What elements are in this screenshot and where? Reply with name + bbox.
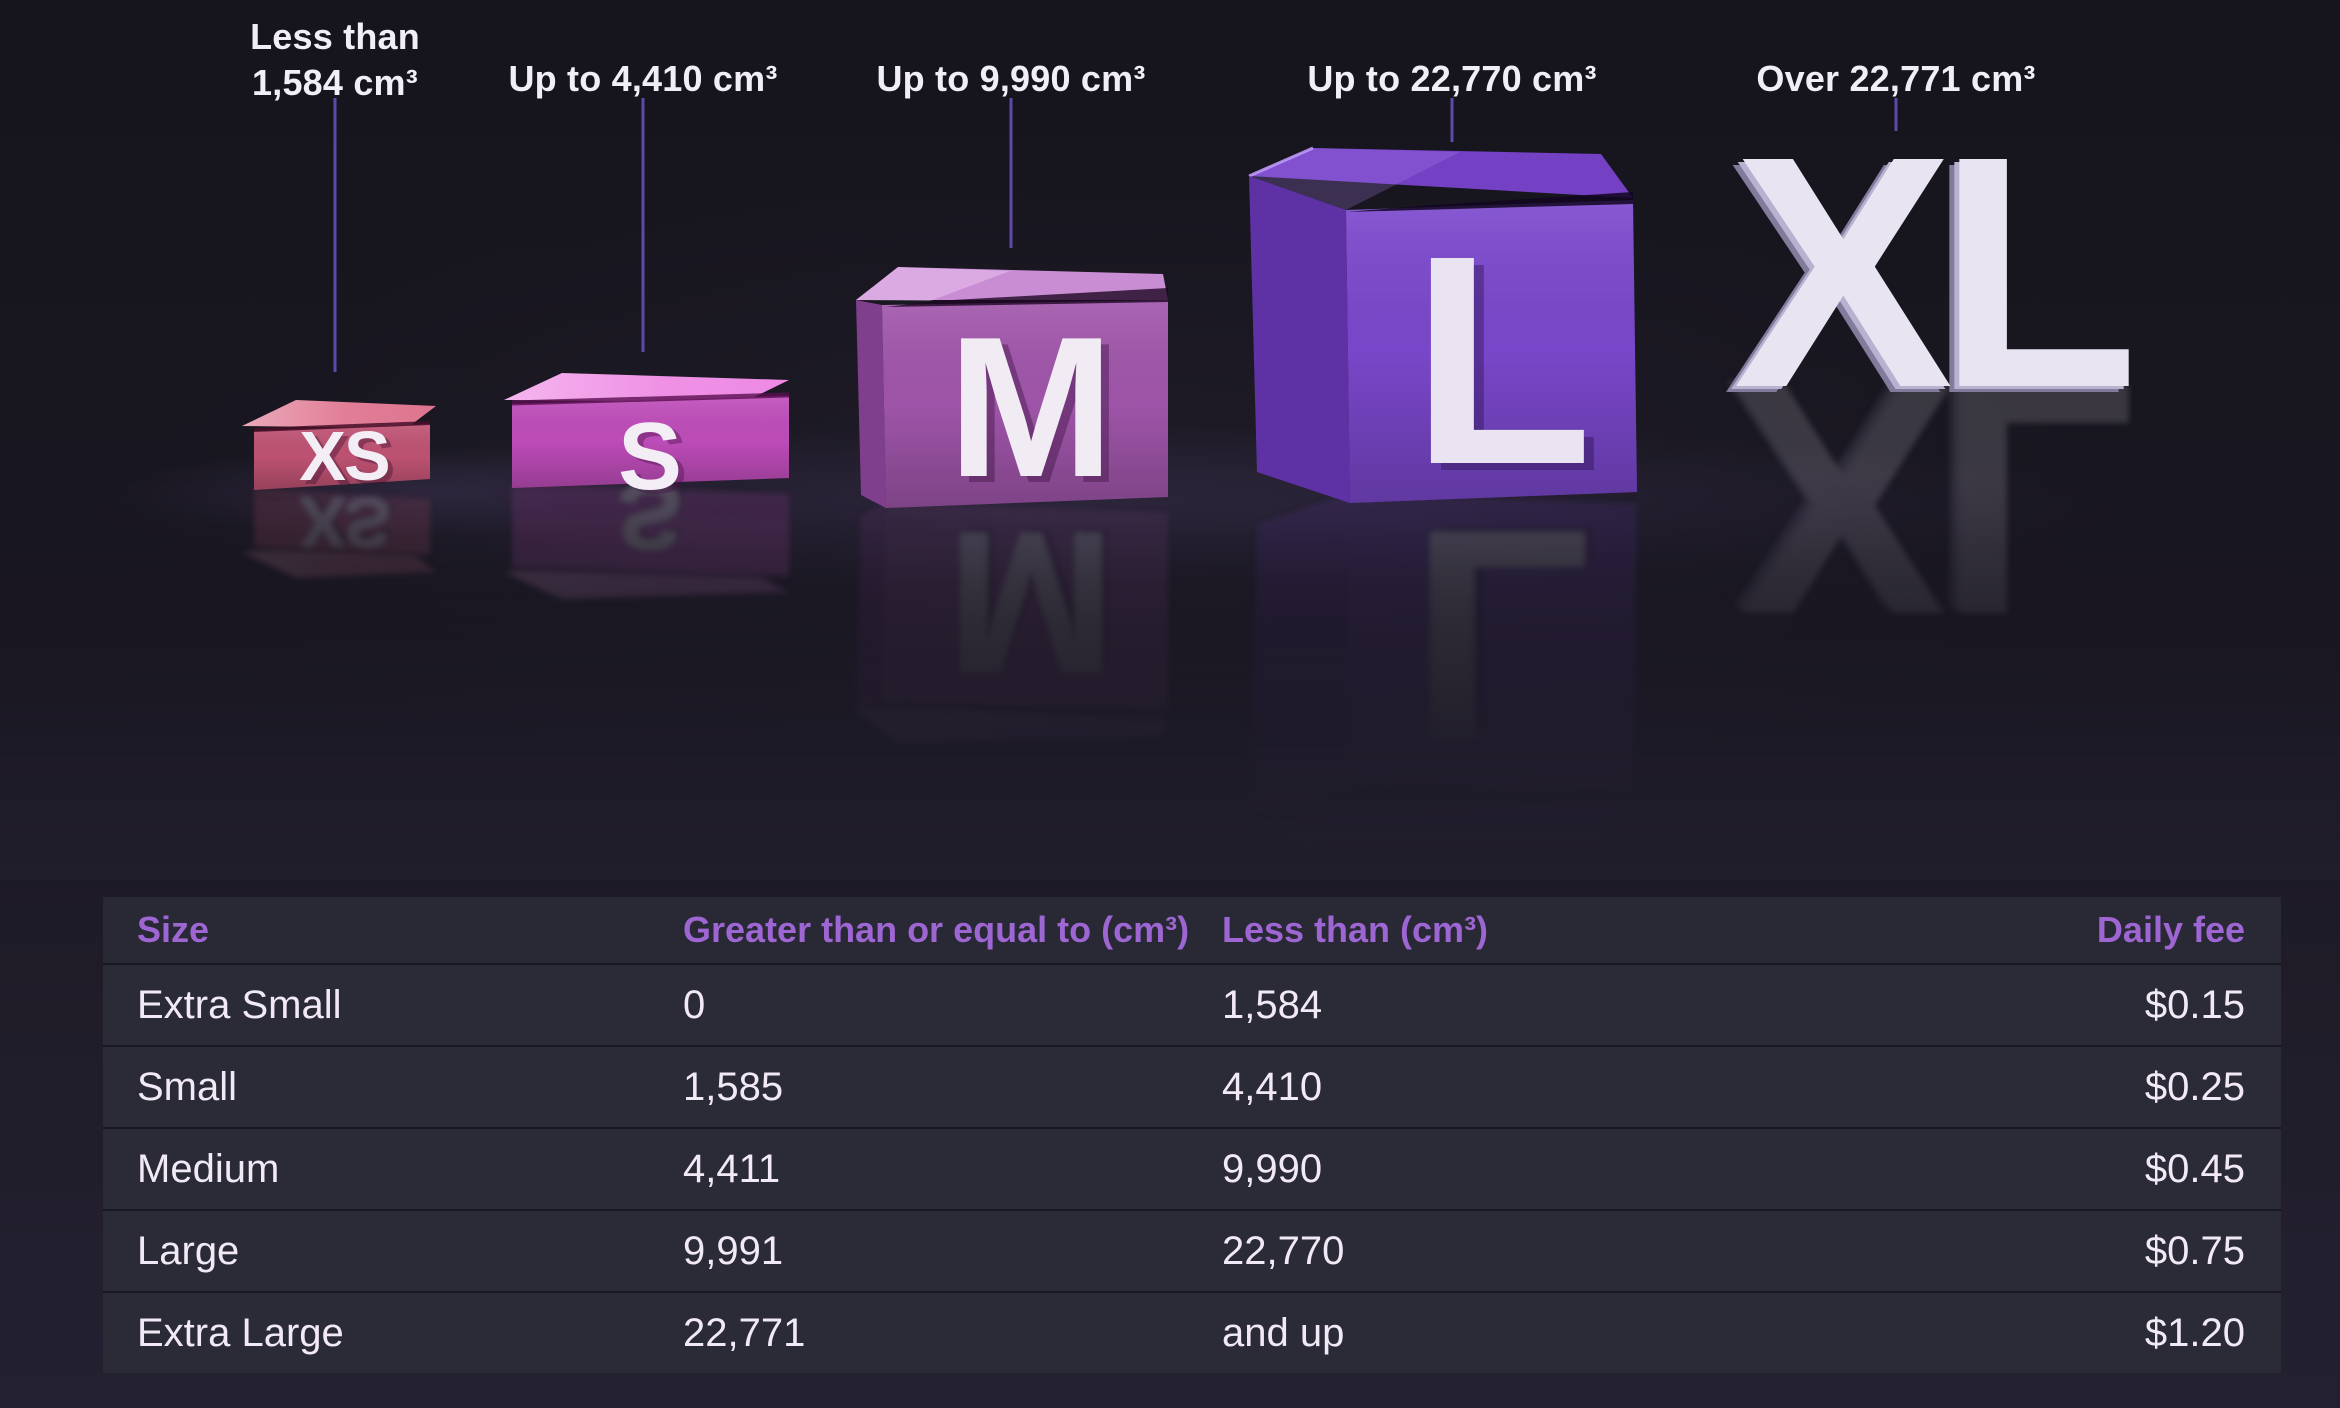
box-l: L L bbox=[1248, 146, 1637, 534]
box-m-top-face bbox=[856, 267, 1168, 300]
box-l-top-face bbox=[1249, 148, 1633, 198]
box-xl-face: XL bbox=[1733, 87, 2133, 456]
table-row-large: Large 9,991 22,770 $0.75 bbox=[103, 1211, 2281, 1293]
box-s-front-shade bbox=[512, 396, 789, 488]
box-xs-letter-shadow: XS bbox=[304, 421, 393, 499]
size-label-l-line1: Up to 22,770 cm³ bbox=[1307, 58, 1597, 99]
cell-lt: 1,584 bbox=[1222, 982, 1323, 1027]
size-label-s: Up to 4,410 cm³ bbox=[508, 56, 777, 102]
box-xs-top-sheen bbox=[242, 400, 436, 428]
cell-size: Large bbox=[137, 1228, 240, 1273]
size-label-xs: Less than 1,584 cm³ bbox=[250, 14, 420, 106]
box-l-lid-seam bbox=[1346, 192, 1633, 212]
box-xs-front-shade bbox=[254, 424, 430, 490]
cell-size: Medium bbox=[137, 1146, 280, 1191]
size-label-m: Up to 9,990 cm³ bbox=[876, 56, 1145, 102]
size-boxes-scene: XS XS S S M M bbox=[0, 87, 2340, 880]
cell-gte: 22,771 bbox=[683, 1310, 806, 1355]
cell-daily-fee: $0.45 bbox=[2144, 1146, 2245, 1191]
size-label-s-line1: Up to 4,410 cm³ bbox=[508, 58, 778, 99]
col-header-size: Size bbox=[137, 909, 210, 950]
cell-gte: 0 bbox=[683, 982, 706, 1027]
pointer-lines bbox=[333, 98, 1898, 372]
cell-daily-fee: $0.75 bbox=[2144, 1228, 2245, 1273]
table-row-small: Small 1,585 4,410 $0.25 bbox=[103, 1047, 2281, 1129]
cell-daily-fee: $0.25 bbox=[2144, 1064, 2245, 1109]
cell-size: Small bbox=[137, 1064, 238, 1109]
box-xl-letters: XL XL XL bbox=[1723, 87, 2149, 462]
size-label-m-line1: Up to 9,990 cm³ bbox=[876, 58, 1146, 99]
cell-size: Extra Large bbox=[137, 1310, 344, 1355]
box-s-lid-seam bbox=[511, 392, 790, 406]
size-label-l: Up to 22,770 cm³ bbox=[1307, 56, 1596, 102]
col-header-daily-fee: Daily fee bbox=[2096, 909, 2245, 950]
box-xl-mid-extrude: XL bbox=[1728, 90, 2128, 459]
table-row-extra-large: Extra Large 22,771 and up $1.20 bbox=[103, 1293, 2281, 1375]
box-xs-lid-seam bbox=[253, 421, 431, 432]
box-l-rim-highlight bbox=[1248, 146, 1314, 178]
box-l-letter: L bbox=[1411, 194, 1593, 527]
box-m-top-highlight bbox=[856, 267, 1010, 301]
box-m-lid-seam bbox=[886, 288, 1168, 307]
box-xs-letter: XS bbox=[299, 417, 388, 495]
table-header-row: Size Greater than or equal to (cm³) Less… bbox=[103, 897, 2281, 965]
box-m-front-shade bbox=[882, 300, 1168, 508]
pricing-table: Size Greater than or equal to (cm³) Less… bbox=[103, 897, 2281, 1375]
size-label-xs-line1: Less than bbox=[250, 16, 420, 57]
box-s-letter-shadow: S bbox=[624, 407, 688, 514]
box-xl-extrude: XL bbox=[1723, 93, 2123, 462]
box-s-letter: S bbox=[618, 403, 682, 510]
cell-lt: 22,770 bbox=[1222, 1228, 1345, 1273]
cell-lt: 4,410 bbox=[1222, 1064, 1323, 1109]
box-l-left-face bbox=[1249, 176, 1350, 503]
floor-fade bbox=[0, 478, 2340, 880]
box-l-letter-shadow: L bbox=[1421, 201, 1603, 534]
cell-lt: and up bbox=[1222, 1310, 1345, 1355]
cell-gte: 4,411 bbox=[683, 1146, 781, 1191]
cell-gte: 9,991 bbox=[683, 1228, 784, 1273]
box-m-letter: M bbox=[948, 296, 1115, 519]
size-label-xl: Over 22,771 cm³ bbox=[1756, 56, 2035, 102]
box-m: M M bbox=[856, 267, 1168, 525]
cell-gte: 1,585 bbox=[683, 1064, 784, 1109]
col-header-gte: Greater than or equal to (cm³) bbox=[683, 909, 1190, 950]
cell-daily-fee: $1.20 bbox=[2144, 1310, 2245, 1355]
box-xs: XS XS bbox=[242, 400, 436, 499]
box-m-left-face bbox=[856, 300, 886, 508]
cell-lt: 9,990 bbox=[1222, 1146, 1323, 1191]
size-label-xl-line1: Over 22,771 cm³ bbox=[1756, 58, 2036, 99]
table-row-extra-small: Extra Small 0 1,584 $0.15 bbox=[103, 965, 2281, 1047]
box-m-letter-shadow: M bbox=[956, 302, 1123, 525]
cell-daily-fee: $0.15 bbox=[2144, 982, 2245, 1027]
size-label-xs-line2: 1,584 cm³ bbox=[252, 62, 418, 103]
col-header-lt: Less than (cm³) bbox=[1222, 909, 1489, 950]
cell-size: Extra Small bbox=[137, 982, 342, 1027]
table-row-medium: Medium 4,411 9,990 $0.45 bbox=[103, 1129, 2281, 1211]
box-l-front-shade bbox=[1346, 200, 1637, 503]
box-s: S S bbox=[504, 373, 790, 514]
box-l-top-highlight bbox=[1249, 148, 1460, 210]
